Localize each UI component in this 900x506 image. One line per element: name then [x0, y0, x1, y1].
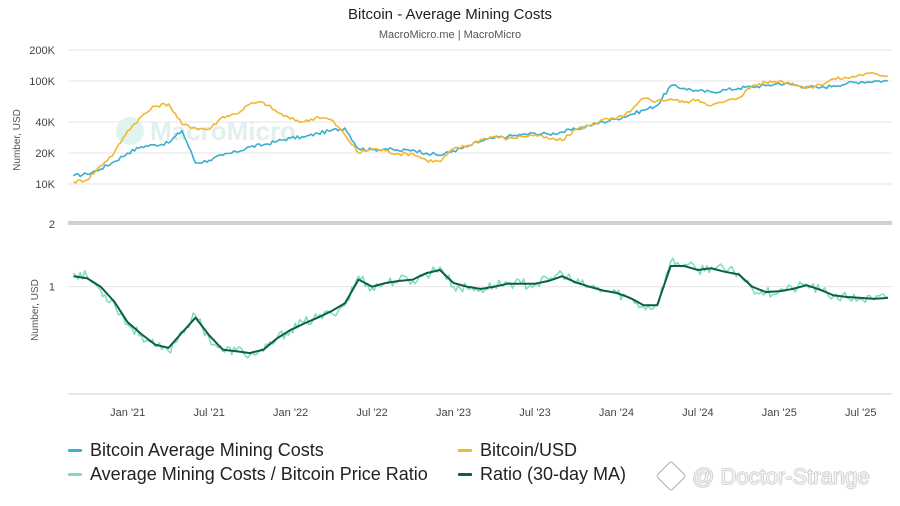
top-y-axis-title: Number, USD	[12, 109, 23, 171]
x-tick-label: Jan '24	[599, 407, 634, 419]
watermark-icon	[655, 460, 687, 492]
legend-item-ratio-ma[interactable]: Ratio (30-day MA)	[458, 464, 626, 485]
chart-title: Bitcoin - Average Mining Costs	[348, 6, 552, 23]
legend-swatch	[68, 449, 82, 452]
top-y-tick-label: 200K	[29, 45, 55, 57]
legend-item-mining-costs[interactable]: Bitcoin Average Mining Costs	[68, 440, 324, 461]
watermark-handle: @ Doctor-Strange	[655, 460, 870, 492]
x-tick-label: Jan '21	[110, 407, 145, 419]
legend-item-ratio[interactable]: Average Mining Costs / Bitcoin Price Rat…	[68, 464, 428, 485]
btc-usd-line[interactable]	[73, 71, 889, 184]
x-tick-label: Jul '23	[519, 407, 550, 419]
ratio-line[interactable]	[72, 257, 889, 359]
legend-item-btc-usd[interactable]: Bitcoin/USD	[458, 440, 577, 461]
ratio-ma-line[interactable]	[73, 265, 888, 355]
top-y-tick-label: 10K	[35, 179, 55, 191]
x-tick-label: Jan '25	[762, 407, 797, 419]
legend-label: Bitcoin Average Mining Costs	[90, 440, 324, 460]
x-tick-label: Jul '22	[356, 407, 387, 419]
top-y-tick-label: 100K	[29, 76, 55, 88]
x-tick-label: Jan '22	[273, 407, 308, 419]
legend-swatch	[458, 449, 472, 452]
panel-divider[interactable]	[68, 221, 892, 225]
legend-swatch	[68, 473, 82, 476]
legend-label: Average Mining Costs / Bitcoin Price Rat…	[90, 464, 428, 484]
x-tick-label: Jul '24	[682, 407, 713, 419]
legend-swatch	[458, 473, 472, 476]
top-y-tick-label: 40K	[35, 117, 55, 129]
x-tick-label: Jul '21	[193, 407, 224, 419]
macromicro-logo-icon	[116, 117, 144, 145]
legend-label: Bitcoin/USD	[480, 440, 578, 460]
bottom-y-tick-label: 2	[49, 219, 55, 231]
bottom-y-tick-label: 1	[49, 282, 55, 294]
x-tick-label: Jul '25	[845, 407, 876, 419]
top-y-tick-label: 20K	[35, 148, 55, 160]
legend-label: Ratio (30-day MA)	[480, 464, 627, 484]
x-tick-label: Jan '23	[436, 407, 471, 419]
chart-subtitle: MacroMicro.me | MacroMicro	[378, 29, 522, 41]
bottom-y-axis-title: Number, USD	[30, 279, 41, 341]
